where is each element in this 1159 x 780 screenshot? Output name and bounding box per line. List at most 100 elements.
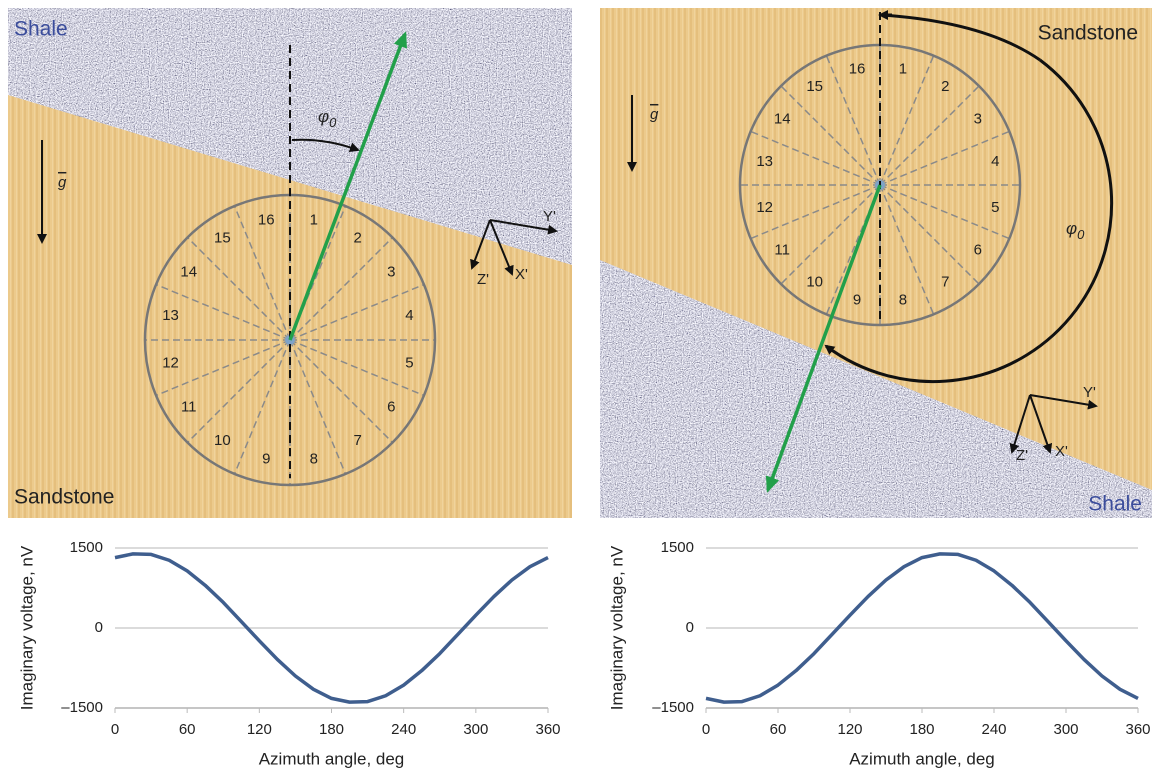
layer-label: Shale xyxy=(14,18,68,41)
sector-line xyxy=(233,339,291,475)
axis-label: Y' xyxy=(543,208,556,225)
layer-label: Shale xyxy=(1088,493,1142,516)
sector-line xyxy=(879,184,980,285)
x-tick-label: 300 xyxy=(1053,721,1078,738)
line-chart: –1500 0 1500 0 60 120 180 240 300 360 Azimuth angl… xyxy=(607,539,1150,769)
sector-label: 9 xyxy=(262,450,270,467)
sector-label: 13 xyxy=(756,153,773,170)
y-axis-label: Imaginary voltage, nV xyxy=(607,545,626,710)
sector-line xyxy=(750,184,881,240)
axis-label: Z' xyxy=(477,271,489,288)
sector-label: 12 xyxy=(162,355,179,372)
x-tick-label: 180 xyxy=(319,721,344,738)
sector-label: 8 xyxy=(310,450,318,467)
local-axes xyxy=(1009,394,1098,454)
angle-arc xyxy=(881,13,1041,62)
angle-arc xyxy=(291,138,360,152)
sector-label: 2 xyxy=(353,230,361,247)
angle-symbol: φ xyxy=(1066,219,1077,238)
sector-line xyxy=(289,339,425,397)
x-tick-label: 60 xyxy=(770,721,787,738)
y-tick-label: –1500 xyxy=(652,699,694,716)
sector-label: 14 xyxy=(180,263,197,280)
y-axis-label: Imaginary voltage, nV xyxy=(17,545,36,710)
sector-line xyxy=(879,55,935,186)
sector-label: 14 xyxy=(774,111,791,128)
sector-label: 2 xyxy=(941,78,949,95)
angle-arc xyxy=(824,58,1114,384)
x-tick-label: 180 xyxy=(909,721,934,738)
x-axis-label: Azimuth angle, deg xyxy=(849,749,995,768)
sector-label: 3 xyxy=(974,111,982,128)
y-tick-label: –1500 xyxy=(61,699,103,716)
x-tick-label: 240 xyxy=(391,721,416,738)
sector-line xyxy=(289,283,425,341)
sector-line xyxy=(879,184,935,315)
sector-label: 6 xyxy=(974,241,982,258)
x-tick-label: 60 xyxy=(179,721,196,738)
layer-label: Sandstone xyxy=(14,486,114,509)
sector-label: 16 xyxy=(849,61,866,78)
gravity-label: g xyxy=(650,106,659,123)
sector-label: 4 xyxy=(405,307,413,324)
angle-symbol: φ xyxy=(318,107,329,126)
sector-line xyxy=(879,184,1010,240)
data-line xyxy=(705,552,1139,704)
sector-line xyxy=(289,339,347,475)
sector-label: 11 xyxy=(181,399,197,416)
x-tick-label: 0 xyxy=(702,721,710,738)
x-tick-label: 120 xyxy=(837,721,862,738)
angle-label: φ0 xyxy=(1066,219,1085,242)
x-tick-label: 0 xyxy=(111,721,119,738)
sector-line xyxy=(186,236,291,341)
sector-label: 10 xyxy=(214,432,231,449)
sector-label: 4 xyxy=(991,153,999,170)
angle-label: φ0 xyxy=(318,107,337,130)
sector-line xyxy=(780,85,881,186)
sector-label: 7 xyxy=(353,432,361,449)
sector-line xyxy=(750,130,881,186)
x-tick-label: 360 xyxy=(1125,721,1150,738)
y-tick-label: 0 xyxy=(686,619,694,636)
sector-label: 12 xyxy=(756,199,773,216)
data-line xyxy=(114,552,549,704)
y-tick-label: 1500 xyxy=(70,539,103,556)
sector-label: 9 xyxy=(853,291,861,308)
angle-subscript: 0 xyxy=(329,115,337,130)
sector-line xyxy=(879,85,980,186)
x-tick-label: 360 xyxy=(535,721,560,738)
sector-label: 7 xyxy=(941,274,949,291)
sector-label: 16 xyxy=(258,212,275,229)
sector-line xyxy=(825,55,881,186)
sector-line xyxy=(233,205,291,341)
y-tick-label: 1500 xyxy=(661,539,694,556)
x-tick-label: 300 xyxy=(463,721,488,738)
axis-label: Z' xyxy=(1016,447,1028,464)
sector-line xyxy=(186,339,291,444)
x-tick-label: 120 xyxy=(247,721,272,738)
angle-subscript: 0 xyxy=(1077,227,1085,242)
axis-label: X' xyxy=(515,266,528,283)
sector-label: 10 xyxy=(806,274,823,291)
sector-label: 11 xyxy=(774,241,790,258)
sector-label: 8 xyxy=(899,291,907,308)
tool-direction xyxy=(288,31,407,341)
sector-label: 15 xyxy=(214,230,231,247)
tool-direction xyxy=(765,184,882,493)
sector-line xyxy=(289,236,394,341)
x-tick-label: 240 xyxy=(981,721,1006,738)
sector-label: 1 xyxy=(310,212,318,229)
sector-line xyxy=(155,339,291,397)
sector-line xyxy=(780,184,881,285)
x-axis-label: Azimuth angle, deg xyxy=(259,749,405,768)
axis-label: X' xyxy=(1055,443,1068,460)
gravity-label: g xyxy=(58,174,67,191)
sector-label: 15 xyxy=(806,78,823,95)
sector-label: 13 xyxy=(162,307,179,324)
sector-label: 5 xyxy=(991,199,999,216)
sector-label: 1 xyxy=(899,61,907,78)
local-axes xyxy=(470,219,558,276)
sector-label: 6 xyxy=(387,399,395,416)
